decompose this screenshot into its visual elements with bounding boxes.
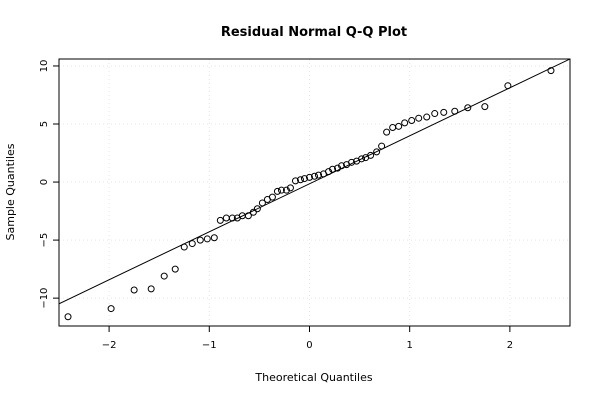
grid-lines [59, 59, 570, 326]
data-point [325, 168, 333, 176]
data-point [373, 148, 381, 156]
data-point [440, 108, 448, 116]
data-point [415, 114, 423, 122]
data-point [268, 193, 276, 201]
data-point [329, 165, 337, 173]
data-point [107, 305, 115, 313]
reference-line [59, 59, 570, 305]
data-point [408, 117, 416, 125]
data-point [203, 235, 211, 243]
data-point [481, 103, 489, 111]
x-axis-label: Theoretical Quantiles [254, 371, 372, 384]
data-point [282, 186, 290, 194]
qq-reference-line [59, 59, 570, 305]
data-point [277, 186, 285, 194]
data-point [210, 234, 218, 242]
data-point [296, 176, 304, 184]
data-point [160, 272, 168, 280]
chart-title: Residual Normal Q-Q Plot [221, 25, 407, 40]
data-point [249, 208, 257, 216]
data-point [222, 214, 230, 222]
data-point [291, 177, 299, 185]
x-tick-label: 1 [406, 340, 412, 351]
data-point [64, 313, 72, 321]
data-point [464, 104, 472, 112]
data-point [253, 205, 261, 213]
data-point [180, 243, 188, 251]
y-axis: −10 −5 0 5 10 [39, 60, 59, 309]
data-point [258, 199, 266, 207]
data-point [348, 158, 356, 166]
data-point [367, 151, 375, 159]
data-point [401, 119, 409, 127]
data-point [147, 285, 155, 293]
data-point [383, 128, 391, 136]
x-tick-label: 2 [507, 340, 513, 351]
plot-frame [58, 58, 571, 327]
data-point [431, 110, 439, 118]
x-axis: −2 −1 0 1 2 [102, 326, 513, 351]
x-tick-label: −1 [202, 340, 217, 351]
data-point [188, 240, 196, 248]
x-tick-label: −2 [102, 340, 117, 351]
data-point [286, 184, 294, 192]
data-point [300, 175, 308, 183]
x-tick-label: 0 [306, 340, 312, 351]
y-axis-label: Sample Quantiles [4, 143, 17, 240]
data-point [196, 236, 204, 244]
y-tick-label: −10 [39, 288, 50, 309]
data-point [228, 214, 236, 222]
data-point [244, 212, 252, 220]
data-point [451, 107, 459, 115]
y-tick-label: 5 [39, 121, 50, 127]
data-points [64, 67, 555, 321]
data-point [216, 216, 224, 224]
y-tick-label: 0 [39, 179, 50, 185]
data-point [423, 113, 431, 121]
data-point [395, 122, 403, 130]
data-point [358, 155, 366, 163]
y-tick-label: 10 [39, 60, 50, 73]
data-point [273, 187, 281, 195]
data-point [547, 67, 555, 75]
data-point [504, 82, 512, 90]
data-point [130, 286, 138, 294]
data-point [315, 171, 323, 179]
y-tick-label: −5 [39, 233, 50, 248]
data-point [378, 142, 386, 150]
data-point [389, 123, 397, 131]
data-point [305, 173, 313, 181]
data-point [311, 172, 318, 180]
data-point [334, 164, 342, 172]
data-point [171, 265, 179, 273]
data-point [338, 162, 346, 170]
